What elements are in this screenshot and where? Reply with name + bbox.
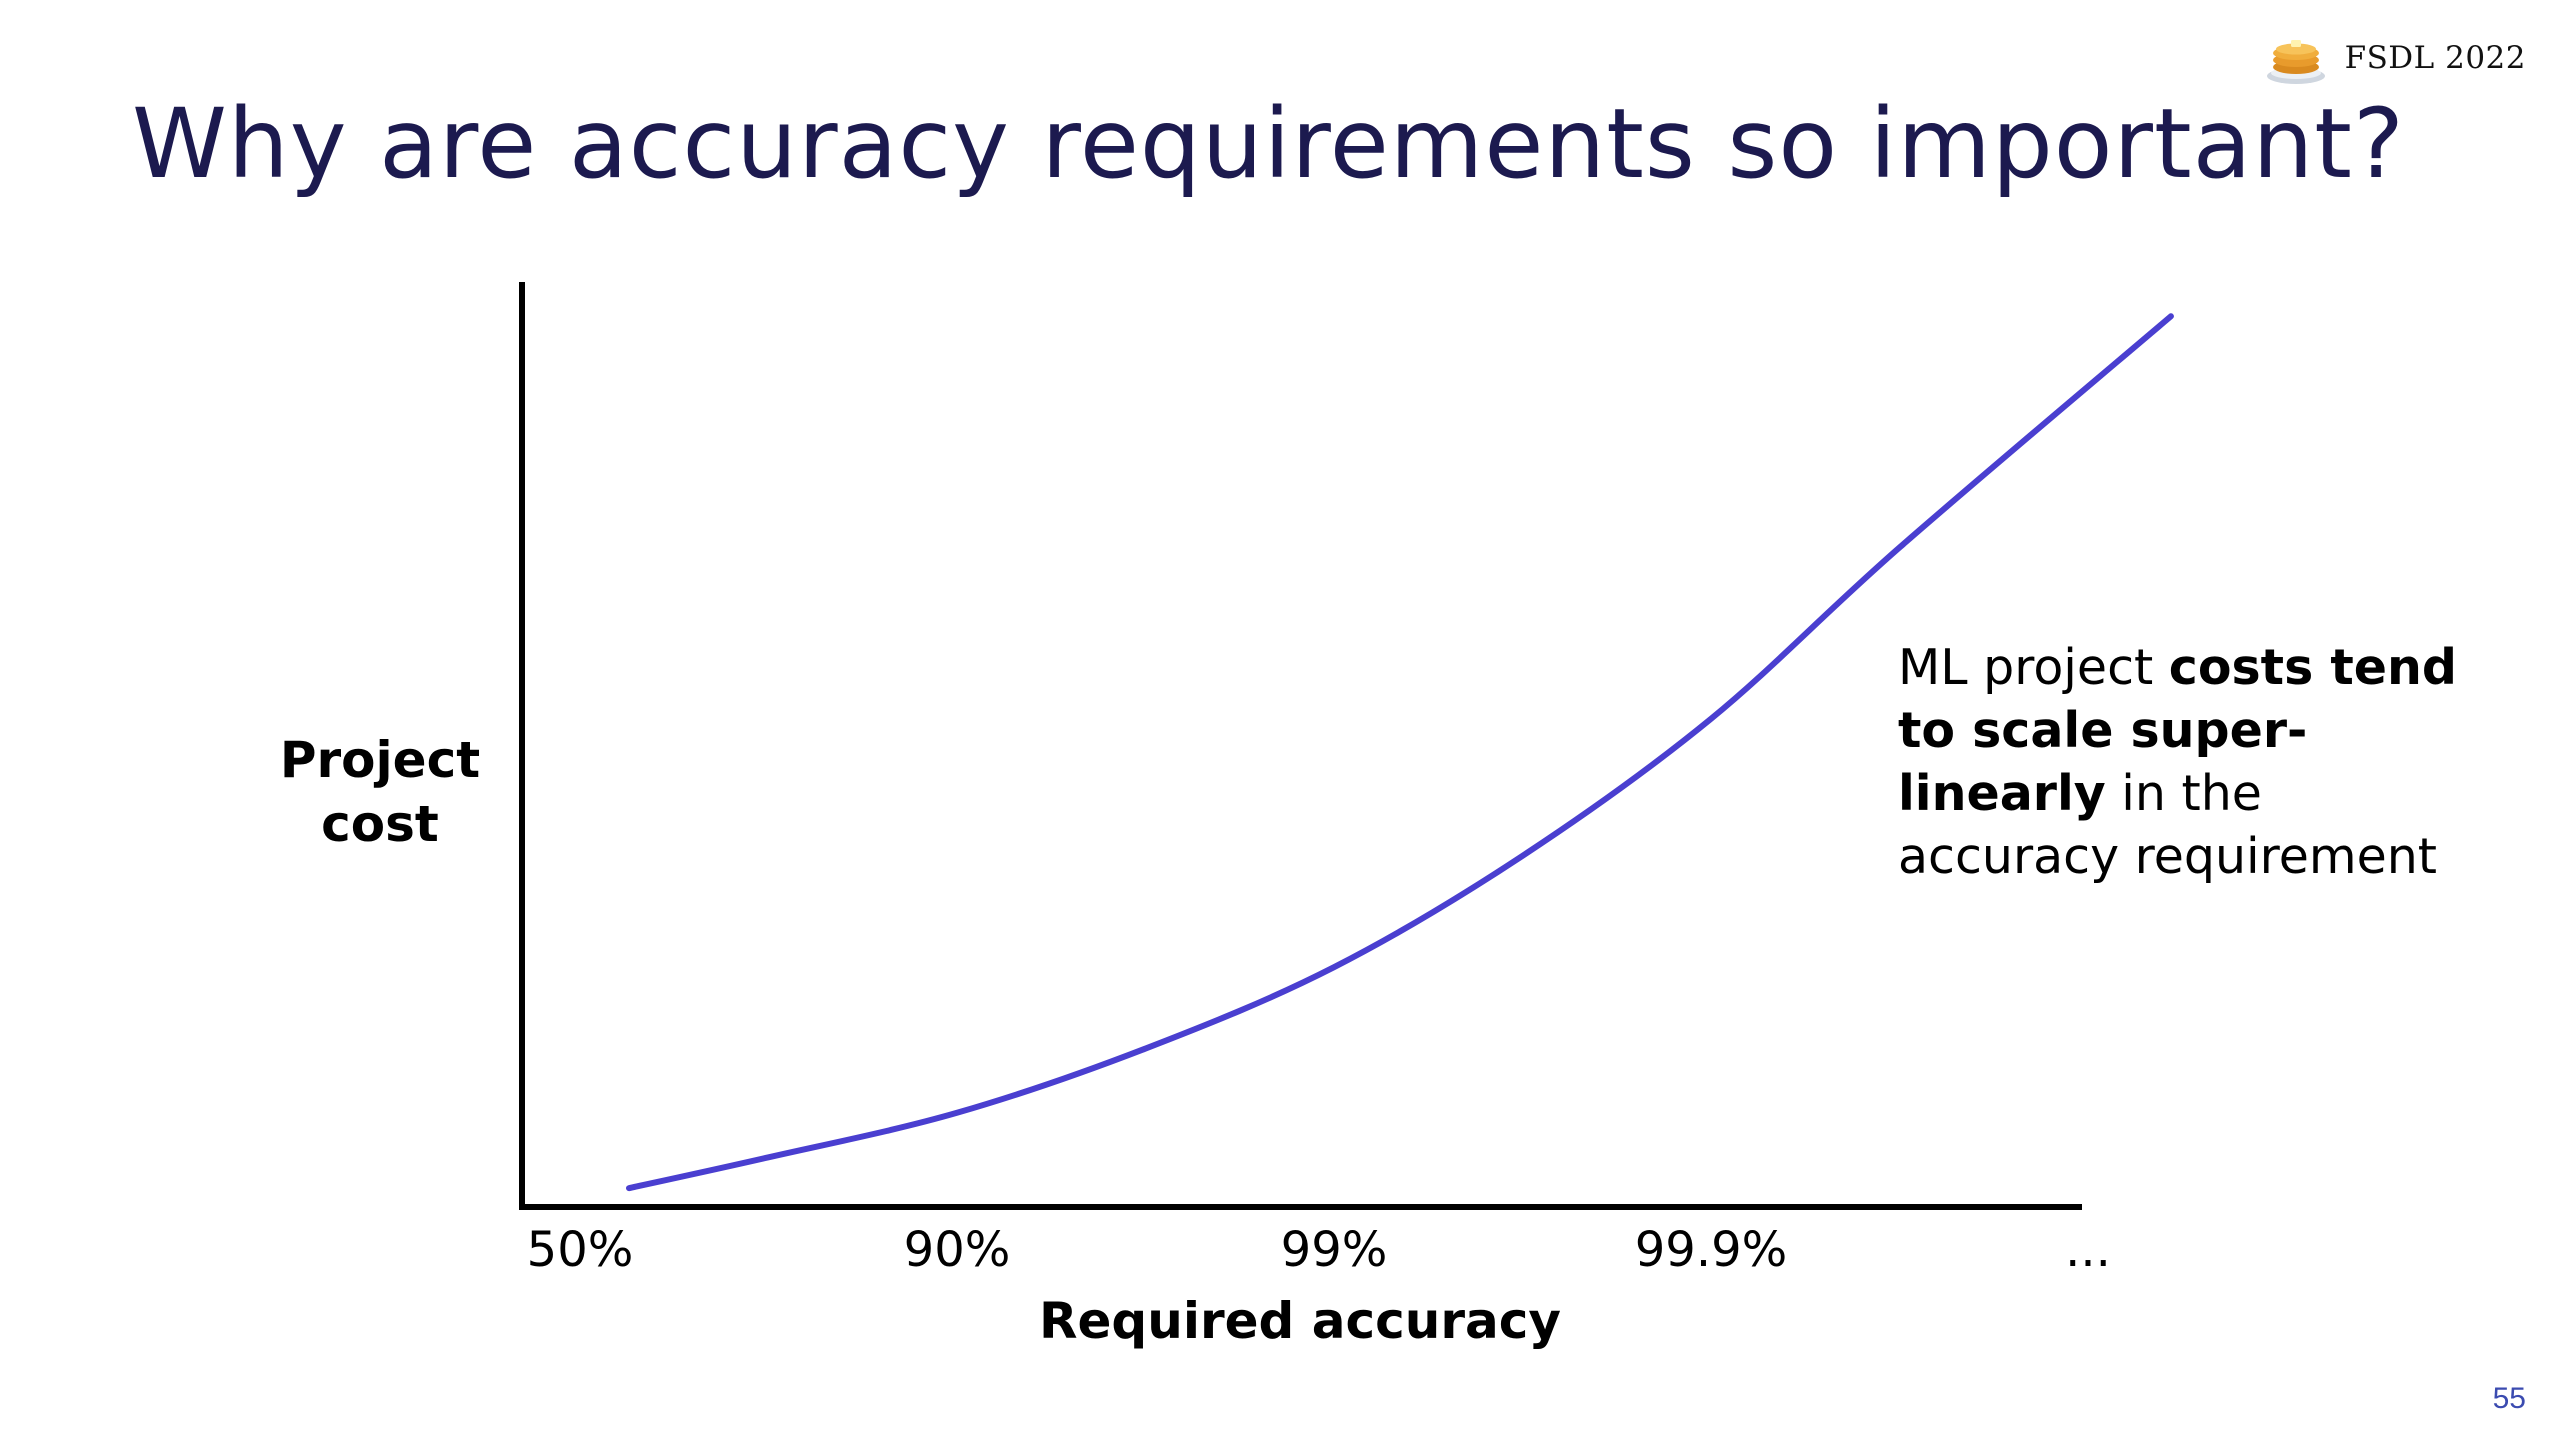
- x-tick-label: 99.9%: [1635, 1222, 1787, 1278]
- brand: FSDL 2022: [2265, 30, 2526, 86]
- callout-text: ML project costs tend to scale super-lin…: [1898, 636, 2498, 888]
- callout-part-1: ML project: [1898, 639, 2169, 696]
- x-tick-labels: 50% 90% 99% 99.9%...: [527, 1222, 2111, 1278]
- y-axis-label-line-2: cost: [321, 795, 439, 853]
- callout-bold-phrase: costs tend to scale super-linearly: [1898, 639, 2457, 822]
- x-tick-label: ...: [2065, 1222, 2111, 1278]
- callout-part-2: in the accuracy requirement: [1898, 765, 2437, 885]
- page-number: 55: [2492, 1382, 2526, 1415]
- x-tick-label: 50%: [527, 1222, 634, 1278]
- y-axis-label-line-1: Project: [279, 731, 481, 789]
- pancake-stack-icon: [2266, 40, 2325, 84]
- brand-label: FSDL 2022: [2344, 40, 2526, 76]
- x-axis-label: Required accuracy: [1039, 1292, 1561, 1350]
- y-axis-label: Project cost: [250, 728, 510, 856]
- cost-curve-line: [626, 313, 2174, 1192]
- slide-title: Why are accuracy requirements so importa…: [132, 88, 2405, 200]
- x-tick-label: 99%: [1281, 1222, 1388, 1278]
- x-tick-label: 90%: [904, 1222, 1011, 1278]
